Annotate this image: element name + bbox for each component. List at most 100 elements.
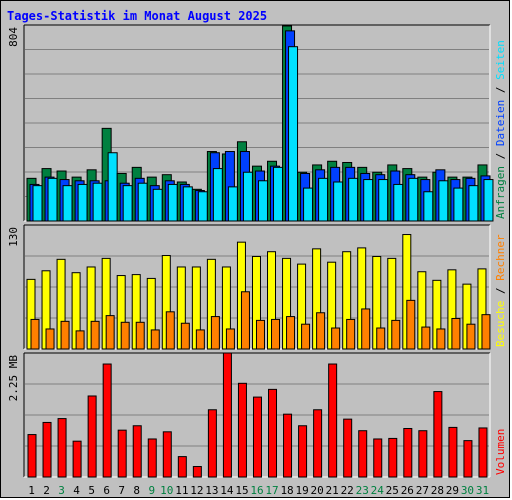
- bar-rechner: [75, 330, 85, 350]
- bar-rechner: [150, 329, 160, 350]
- bar-rechner: [331, 327, 341, 350]
- bar-seiten: [333, 181, 344, 222]
- bar-volumen: [358, 430, 368, 478]
- x-tick-label: 19: [295, 484, 308, 497]
- bar-volumen: [343, 418, 353, 478]
- bar-seiten: [77, 183, 88, 222]
- bar-rechner: [301, 323, 311, 350]
- bar-seiten: [288, 46, 299, 222]
- x-tick-label: 18: [280, 484, 293, 497]
- right-axis-label-part: Volumen: [494, 429, 507, 475]
- x-tick-label: 12: [190, 484, 203, 497]
- bar-rechner: [225, 328, 235, 350]
- x-tick-label: 9: [148, 484, 155, 497]
- right-axis-label-middle: Besuche / Rechner: [494, 234, 507, 347]
- x-tick-label: 5: [88, 484, 95, 497]
- right-axis-label-part: /: [494, 146, 507, 166]
- right-axis-label-top: Anfragen / Dateien / Seiten: [494, 40, 507, 219]
- bar-rechner: [361, 308, 371, 350]
- right-axis-label-part: /: [494, 281, 507, 301]
- x-tick-label: 13: [205, 484, 218, 497]
- bar-rechner: [120, 321, 130, 350]
- bar-rechner: [406, 299, 416, 350]
- bar-seiten: [197, 191, 208, 222]
- bar-rechner: [105, 315, 115, 350]
- bar-volumen: [207, 409, 217, 478]
- x-tick-label: 28: [431, 484, 444, 497]
- bar-volumen: [27, 434, 37, 478]
- bar-volumen: [268, 388, 278, 478]
- right-axis-label-part: Besuche: [494, 301, 507, 347]
- right-axis-label-part: Rechner: [494, 234, 507, 281]
- bar-volumen: [298, 425, 308, 478]
- y-max-label-middle: 130: [7, 227, 20, 247]
- bar-rechner: [286, 316, 296, 350]
- bar-rechner: [165, 311, 175, 350]
- bar-seiten: [438, 180, 449, 222]
- y-max-label-bottom: 2.25 MB: [7, 355, 20, 402]
- bar-rechner: [316, 312, 326, 350]
- bar-seiten: [423, 191, 434, 222]
- bar-rechner: [135, 321, 145, 350]
- bar-volumen: [283, 413, 293, 478]
- bar-rechner: [240, 291, 250, 350]
- bar-volumen: [192, 466, 202, 478]
- bar-seiten: [378, 179, 389, 222]
- x-tick-label: 8: [133, 484, 140, 497]
- bar-seiten: [167, 183, 178, 222]
- bar-volumen: [403, 428, 413, 478]
- x-tick-label: 30: [461, 484, 474, 497]
- bar-seiten: [212, 168, 223, 222]
- bar-rechner: [180, 322, 190, 350]
- bar-volumen: [328, 363, 338, 478]
- bar-volumen: [222, 352, 232, 478]
- x-tick-label: 16: [250, 484, 263, 497]
- bar-rechner: [255, 319, 265, 350]
- bar-volumen: [147, 438, 157, 478]
- x-tick-label: 14: [220, 484, 234, 497]
- x-tick-label: 24: [371, 484, 385, 497]
- bar-seiten: [303, 187, 314, 222]
- bar-volumen: [463, 440, 473, 478]
- bar-rechner: [421, 326, 431, 350]
- bar-rechner: [195, 329, 205, 350]
- x-tick-label: 4: [73, 484, 80, 497]
- bar-seiten: [393, 183, 404, 222]
- x-tick-label: 10: [160, 484, 173, 497]
- x-tick-label: 17: [265, 484, 278, 497]
- bar-seiten: [408, 177, 419, 222]
- bar-seiten: [227, 186, 238, 222]
- bar-seiten: [483, 179, 494, 222]
- right-axis-label-bottom: Volumen: [494, 429, 507, 475]
- bar-seiten: [348, 177, 359, 222]
- x-tick-label: 2: [43, 484, 50, 497]
- bar-volumen: [57, 418, 67, 478]
- bar-volumen: [162, 431, 172, 478]
- bar-seiten: [107, 152, 118, 222]
- bar-volumen: [132, 425, 142, 478]
- x-tick-label: 23: [356, 484, 369, 497]
- bar-volumen: [42, 421, 52, 478]
- bar-volumen: [373, 438, 383, 478]
- x-tick-label: 15: [235, 484, 248, 497]
- bar-rechner: [45, 328, 55, 350]
- x-tick-label: 3: [58, 484, 65, 497]
- bar-volumen: [72, 440, 82, 478]
- bar-rechner: [30, 318, 40, 350]
- right-axis-label-part: Anfragen: [494, 166, 507, 219]
- bar-seiten: [242, 171, 253, 222]
- bar-volumen: [313, 409, 323, 478]
- bar-volumen: [448, 426, 458, 478]
- bar-rechner: [346, 318, 356, 350]
- bar-rechner: [60, 320, 70, 350]
- bar-rechner: [436, 328, 446, 350]
- bar-volumen: [117, 429, 127, 478]
- bar-seiten: [363, 179, 374, 222]
- bar-seiten: [273, 166, 284, 222]
- bar-volumen: [252, 396, 262, 478]
- bar-volumen: [478, 427, 488, 478]
- bar-seiten: [32, 185, 43, 222]
- bar-seiten: [318, 177, 329, 222]
- bar-seiten: [257, 180, 268, 222]
